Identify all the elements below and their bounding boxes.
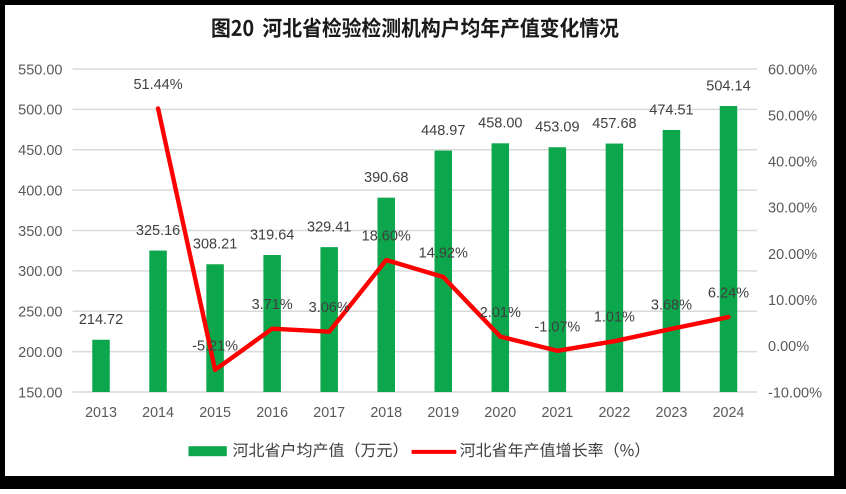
svg-text:3.68%: 3.68%: [651, 297, 692, 313]
svg-text:-1.07%: -1.07%: [534, 319, 580, 335]
svg-text:2016: 2016: [256, 405, 288, 421]
svg-text:2022: 2022: [598, 405, 630, 421]
svg-text:14.92%: 14.92%: [419, 246, 468, 262]
svg-text:457.68: 457.68: [592, 116, 636, 132]
svg-text:550.00: 550.00: [18, 62, 62, 78]
svg-text:2021: 2021: [541, 405, 573, 421]
svg-text:-10.00%: -10.00%: [768, 385, 822, 401]
svg-text:18.60%: 18.60%: [362, 229, 411, 245]
svg-text:214.72: 214.72: [79, 312, 123, 328]
svg-text:200.00: 200.00: [18, 345, 62, 361]
svg-text:329.41: 329.41: [307, 219, 351, 235]
svg-text:20.00%: 20.00%: [768, 247, 817, 263]
svg-text:2018: 2018: [370, 405, 402, 421]
svg-text:51.44%: 51.44%: [133, 77, 182, 93]
svg-text:40.00%: 40.00%: [768, 155, 817, 171]
svg-text:325.16: 325.16: [136, 223, 180, 239]
svg-text:2017: 2017: [313, 405, 345, 421]
svg-text:60.00%: 60.00%: [768, 62, 817, 78]
svg-text:500.00: 500.00: [18, 103, 62, 119]
svg-text:319.64: 319.64: [250, 227, 294, 243]
svg-text:400.00: 400.00: [18, 183, 62, 199]
svg-text:350.00: 350.00: [18, 224, 62, 240]
svg-text:30.00%: 30.00%: [768, 201, 817, 217]
svg-text:0.00%: 0.00%: [768, 339, 809, 355]
svg-text:2.01%: 2.01%: [480, 305, 521, 321]
svg-text:458.00: 458.00: [478, 116, 522, 132]
svg-text:504.14: 504.14: [706, 78, 750, 94]
svg-text:3.71%: 3.71%: [252, 297, 293, 313]
svg-text:10.00%: 10.00%: [768, 293, 817, 309]
svg-text:2013: 2013: [85, 405, 117, 421]
svg-text:150.00: 150.00: [18, 385, 62, 401]
svg-text:3.06%: 3.06%: [309, 300, 350, 316]
svg-text:308.21: 308.21: [193, 237, 237, 253]
svg-text:250.00: 250.00: [18, 305, 62, 321]
svg-text:1.01%: 1.01%: [594, 310, 635, 326]
svg-text:2019: 2019: [427, 405, 459, 421]
svg-text:2020: 2020: [484, 405, 516, 421]
svg-text:474.51: 474.51: [649, 102, 693, 118]
svg-text:448.97: 448.97: [421, 123, 465, 139]
svg-text:50.00%: 50.00%: [768, 108, 817, 124]
svg-text:2014: 2014: [142, 405, 174, 421]
svg-text:2023: 2023: [656, 405, 688, 421]
svg-text:6.24%: 6.24%: [708, 286, 749, 302]
svg-text:2015: 2015: [199, 405, 231, 421]
svg-text:2024: 2024: [713, 405, 745, 421]
svg-text:453.09: 453.09: [535, 120, 579, 136]
svg-text:300.00: 300.00: [18, 264, 62, 280]
svg-text:450.00: 450.00: [18, 143, 62, 159]
svg-text:390.68: 390.68: [364, 170, 408, 186]
svg-text:-5.21%: -5.21%: [192, 338, 238, 354]
